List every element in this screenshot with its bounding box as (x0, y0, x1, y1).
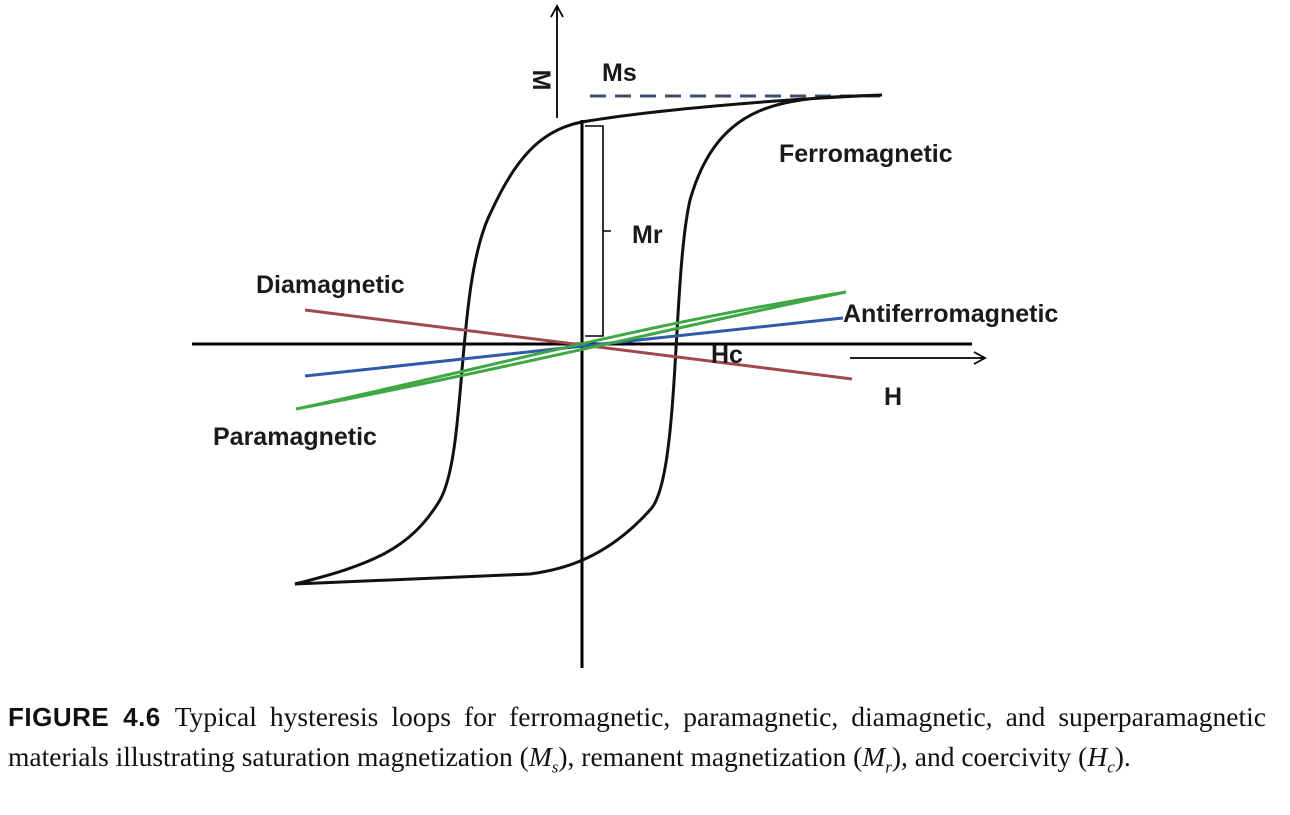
caption-text-4: ). (1114, 741, 1131, 772)
hysteresis-diagram: M Ms Ferromagnetic Mr Diamagnetic Antife… (192, 4, 1058, 668)
antiferromagnetic-label: Antiferromagnetic (843, 300, 1058, 328)
figure-number: FIGURE 4.6 (8, 702, 161, 732)
hc-symbol: Hc (1087, 741, 1115, 777)
caption-text-2: ), remanent magnetization ( (558, 741, 863, 772)
diamagnetic-label: Diamagnetic (256, 271, 405, 299)
figure-caption: FIGURE 4.6 Typical hysteresis loops for f… (8, 697, 1266, 777)
paramagnetic-loop (295, 290, 847, 411)
ms-symbol: Ms (528, 741, 559, 777)
mr-symbol: Mr (862, 741, 892, 777)
ferromagnetic-loop (294, 93, 883, 586)
ferromagnetic-label: Ferromagnetic (779, 140, 953, 168)
mr-bracket (585, 125, 611, 337)
ms-label: Ms (602, 59, 637, 87)
h-axis-label: H (884, 383, 902, 411)
m-axis-label: M (527, 70, 555, 91)
mr-label: Mr (632, 221, 663, 249)
hc-label: Hc (711, 341, 743, 369)
caption-text-1: Typical hysteresis loops for ferromagnet… (8, 701, 1266, 772)
paramagnetic-label: Paramagnetic (213, 423, 377, 451)
caption-text-3: ), and coercivity ( (891, 741, 1088, 772)
